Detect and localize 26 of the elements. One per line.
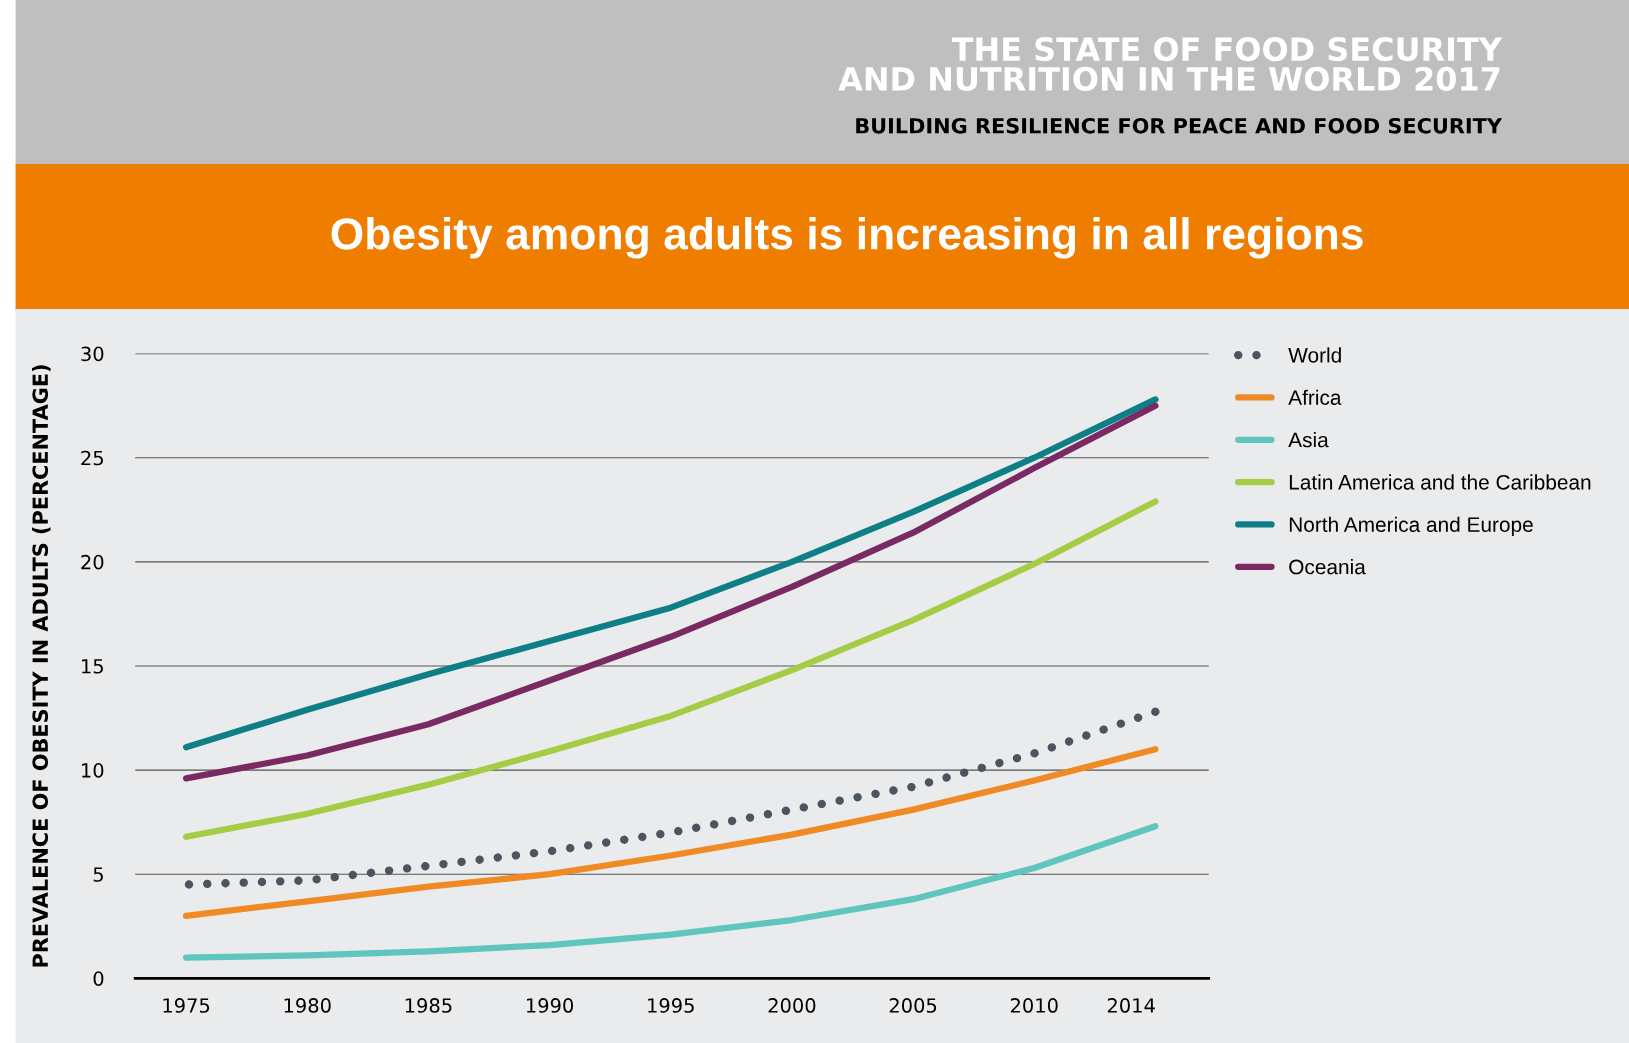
- y-tick-label: 20: [81, 554, 104, 570]
- y-tick-label: 10: [82, 763, 104, 778]
- legend-label: North America and Europe: [1289, 516, 1533, 537]
- y-tick-label: 25: [81, 450, 103, 466]
- chart-title: Obesity among adults is increasing in all regions: [331, 216, 1363, 259]
- x-tick-label: 2010: [1010, 998, 1058, 1013]
- legend-label: World: [1288, 347, 1341, 363]
- text: THE STATE OF FOOD SECURITY AND NUTRITION IN THE WORLD 2017: [838, 37, 1503, 91]
- x-tick-label: 1975: [163, 998, 210, 1013]
- x-tick-label: 1985: [405, 998, 452, 1013]
- y-axis-title: PREVALENCE OF OBESITY IN ADULTS (PERCENTAGE): [31, 365, 51, 967]
- x-tick-label: 1980: [284, 998, 331, 1013]
- x-tick-label: 1995: [648, 998, 694, 1013]
- y-tick-label: 5: [93, 867, 103, 882]
- y-tick-label: 0: [93, 971, 104, 986]
- legend-label: Latin America and the Caribbean: [1289, 474, 1591, 490]
- legend-label: Oceania: [1289, 559, 1366, 575]
- legend-label: Asia: [1288, 432, 1329, 448]
- x-tick-label: 2014: [1107, 998, 1155, 1013]
- text: BUILDING RESILIENCE FOR PEACE AND FOOD SECURITY: [856, 117, 1503, 134]
- y-tick-label: 15: [82, 659, 103, 674]
- x-tick-label: 2000: [768, 998, 816, 1013]
- x-tick-label: 1990: [526, 998, 574, 1013]
- x-tick-label: 2005: [889, 998, 937, 1013]
- legend-label: Africa: [1288, 389, 1342, 405]
- y-tick-label: 30: [81, 346, 104, 362]
